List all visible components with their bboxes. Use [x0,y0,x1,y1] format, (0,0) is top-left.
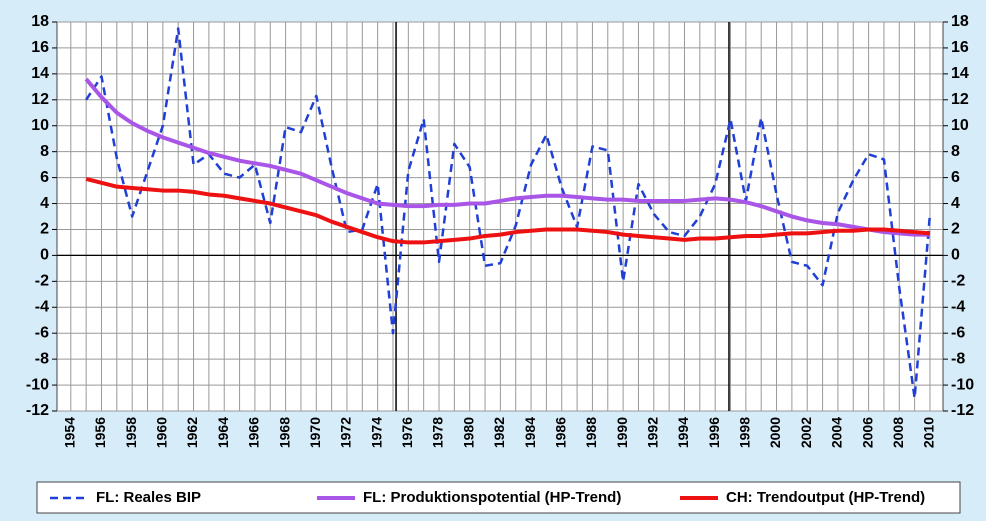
y-tick-label: -6 [35,324,49,341]
x-tick-label: 1972 [338,417,354,448]
y-tick-label: -10 [26,376,49,393]
x-tick-label: 2004 [829,417,845,448]
x-tick-label: 1994 [675,417,691,448]
y2-tick-label: 18 [951,13,969,30]
series-line [84,77,930,237]
y-tick-label: 8 [40,143,49,160]
y2-tick-label: -2 [951,273,965,290]
y2-tick-label: 12 [951,91,969,108]
y-tick-label: -2 [35,273,49,290]
y2-tick-label: 16 [951,39,969,56]
y-tick-label: 6 [40,169,49,186]
y2-tick-label: -4 [951,298,965,315]
y-tick-label: 14 [31,65,49,82]
x-tick-label: 1960 [154,417,170,448]
x-tick-label: 1970 [307,417,323,448]
x-tick-label: 1964 [215,417,231,448]
y-tick-label: -12 [26,402,49,419]
legend-label: FL: Reales BIP [96,489,201,506]
legend-label: CH: Trendoutput (HP-Trend) [726,489,925,506]
y-tick-label: 0 [40,247,49,264]
x-tick-label: 1992 [645,417,661,448]
y-tick-label: 16 [31,39,49,56]
x-tick-label: 1954 [62,417,78,448]
legend-items: FL: Reales BIP FL: Produktionspotential (… [50,489,925,506]
marks [84,27,932,400]
y2-tick-label: -6 [951,324,965,341]
x-tick-label: 1996 [706,417,722,448]
y2-tick-label: 10 [951,117,969,134]
y-tick-label: -8 [35,350,49,367]
x-tick-label: 1980 [460,417,476,448]
x-tick-label: 1962 [184,417,200,448]
y-tick-label: 12 [31,91,49,108]
x-tick-label: 1988 [583,417,599,448]
x-tick-label: 2010 [921,417,937,448]
y2-tick-label: 2 [951,221,960,238]
y-tick-label: 4 [40,195,49,212]
x-tick-label: 2006 [859,417,875,448]
x-tick-label: 2000 [767,417,783,448]
y2-tick-label: 14 [951,65,969,82]
y2-tick-label: -8 [951,350,965,367]
y2-tick-label: 6 [951,169,960,186]
x-tick-label: 1990 [614,417,630,448]
y-tick-label: 18 [31,13,49,30]
y2-tick-label: -12 [951,402,974,419]
x-tick-label: 1974 [368,417,384,448]
y2-tick-label: 4 [951,195,960,212]
x-tick-label: 2002 [798,417,814,448]
x-tick-label: 1998 [737,417,753,448]
x-tick-label: 1966 [246,417,262,448]
x-tick-label: 1986 [552,417,568,448]
y2-tick-label: 0 [951,247,960,264]
x-tick-label: 1956 [92,417,108,448]
y2-tick-label: -10 [951,376,974,393]
x-tick-label: 1978 [430,417,446,448]
series-line [85,27,932,400]
y2-tick-label: 8 [951,143,960,160]
x-tick-label: 1958 [123,417,139,448]
y-tick-label: -4 [35,298,49,315]
y-tick-label: 10 [31,117,49,134]
legend-label: FL: Produktionspotential (HP-Trend) [363,489,621,506]
y-tick-label: 2 [40,221,49,238]
x-tick-label: 1976 [399,417,415,448]
x-tick-label: 1968 [276,417,292,448]
x-tick-label: 1982 [491,417,507,448]
legend [36,481,961,514]
x-tick-label: 1984 [522,417,538,448]
x-tick-label: 2008 [890,417,906,448]
series-line [85,176,931,245]
